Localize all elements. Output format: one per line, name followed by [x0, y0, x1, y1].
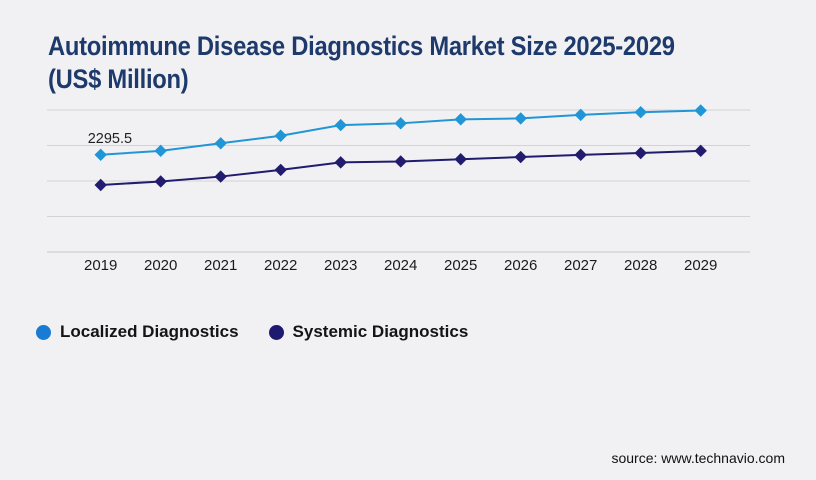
x-tick-label-2029: 2029 — [684, 257, 717, 274]
legend-swatch-systemic-icon — [268, 324, 284, 340]
data-point-systemic-diagnostics-2021 — [214, 170, 227, 183]
data-point-localized-diagnostics-2028 — [634, 106, 647, 119]
data-point-systemic-diagnostics-2019 — [94, 178, 107, 192]
x-tick-label-2021: 2021 — [204, 257, 237, 274]
x-tick-label-2027: 2027 — [564, 257, 597, 274]
point-value-label: 2295.5 — [88, 131, 132, 147]
market-size-line-chart: 2019 2020 2021 2022 2023 2024 2025 2026 2027 2028… — [47, 104, 750, 274]
data-point-systemic-diagnostics-2022 — [274, 163, 287, 177]
data-point-systemic-diagnostics-2029 — [694, 144, 707, 158]
x-tick-label-2022: 2022 — [264, 257, 297, 274]
data-point-systemic-diagnostics-2026 — [514, 150, 527, 164]
data-point-localized-diagnostics-2023 — [334, 118, 347, 132]
data-point-localized-diagnostics-2022 — [274, 129, 287, 142]
legend-swatch-localized-icon — [36, 324, 51, 340]
chart-legend: Localized Diagnostics Systemic Diagnosti… — [36, 322, 468, 342]
data-point-localized-diagnostics-2027 — [574, 108, 587, 122]
data-point-systemic-diagnostics-2025 — [454, 153, 467, 166]
legend-label-systemic: Systemic Diagnostics — [292, 322, 469, 341]
data-point-localized-diagnostics-2019 — [94, 148, 107, 161]
x-tick-label-2019: 2019 — [84, 257, 117, 274]
data-point-localized-diagnostics-2029 — [694, 104, 707, 117]
x-tick-label-2024: 2024 — [384, 257, 417, 274]
data-point-systemic-diagnostics-2028 — [634, 146, 647, 160]
data-point-systemic-diagnostics-2024 — [394, 155, 407, 168]
data-point-localized-diagnostics-2025 — [454, 113, 467, 126]
x-tick-label-2028: 2028 — [624, 257, 657, 274]
chart-title-line-2: (US$ Million) — [48, 64, 189, 95]
x-tick-label-2023: 2023 — [324, 257, 357, 274]
x-tick-label-2020: 2020 — [144, 257, 177, 274]
series-line-localized-diagnostics — [100, 109, 701, 156]
chart-title: Autoimmune Disease Diagnostics Market Si… — [48, 30, 675, 96]
x-tick-label-2025: 2025 — [444, 257, 477, 274]
legend-item-systemic-diagnostics: Systemic Diagnostics — [268, 322, 469, 342]
data-point-localized-diagnostics-2020 — [154, 144, 167, 158]
chart-title-line-1: Autoimmune Disease Diagnostics Market Si… — [48, 31, 675, 62]
legend-label-localized: Localized Diagnostics — [60, 322, 239, 341]
source-attribution: source: www.technavio.com — [611, 450, 785, 466]
data-point-systemic-diagnostics-2023 — [334, 156, 347, 169]
x-tick-label-2026: 2026 — [504, 257, 537, 274]
data-point-localized-diagnostics-2024 — [394, 117, 407, 130]
data-point-systemic-diagnostics-2020 — [154, 175, 167, 188]
data-point-systemic-diagnostics-2027 — [574, 148, 587, 162]
legend-item-localized-diagnostics: Localized Diagnostics — [36, 322, 239, 342]
data-point-localized-diagnostics-2021 — [214, 137, 227, 150]
data-point-localized-diagnostics-2026 — [514, 112, 527, 125]
